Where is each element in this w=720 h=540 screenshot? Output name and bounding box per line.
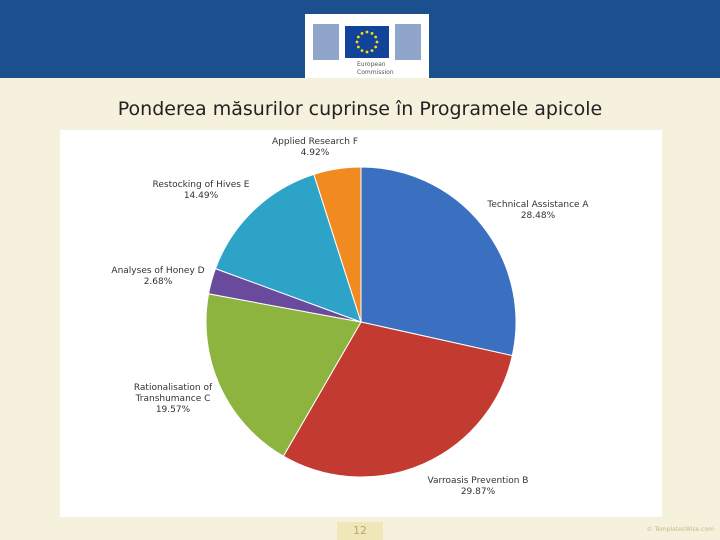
category-label: Rationalisation of Transhumance C <box>133 383 213 404</box>
eu-stars <box>355 30 379 54</box>
logo: European Commission <box>305 14 429 78</box>
chart-area <box>60 130 662 517</box>
value-label: 2.68% <box>143 277 173 287</box>
chart-title: Ponderea măsurilor cuprinse în Programel… <box>117 98 603 120</box>
category-label: Technical Assistance A <box>487 200 589 210</box>
pie-slice <box>214 173 362 323</box>
category-label: Restocking of Hives E <box>152 180 250 190</box>
logo-graphic: European Commission <box>313 24 421 76</box>
chart <box>205 166 517 478</box>
data-label: Technical Assistance A 28.48% <box>468 200 608 222</box>
value-label: 14.49% <box>183 191 219 201</box>
category-label: Analyses of Honey D <box>111 266 205 276</box>
data-label: Restocking of Hives E 14.49% <box>131 180 271 202</box>
data-label: Analyses of Honey D 2.68% <box>88 266 228 288</box>
pie-slice <box>360 166 517 357</box>
value-label: 28.48% <box>520 211 556 221</box>
data-label: Applied Research F 4.92% <box>245 137 385 159</box>
category-label: Applied Research F <box>271 137 358 147</box>
value-label: 29.87% <box>460 487 496 497</box>
credit: © TemplatesWise.com <box>646 526 714 533</box>
value-label: 4.92% <box>300 148 330 158</box>
pie-slice <box>205 293 362 457</box>
logo-building <box>313 24 421 60</box>
logo-text: European <box>357 61 386 68</box>
pie-slice <box>313 166 362 323</box>
logo-text: Commission <box>357 69 394 76</box>
category-label: Varroasis Prevention B <box>427 476 529 486</box>
data-label: Varroasis Prevention B 29.87% <box>408 476 548 498</box>
value-label: 19.57% <box>155 405 191 415</box>
pie-slice <box>282 321 513 478</box>
data-label: Rationalisation of Transhumance C 19.57% <box>128 383 218 416</box>
page-number: 12 <box>337 522 383 540</box>
